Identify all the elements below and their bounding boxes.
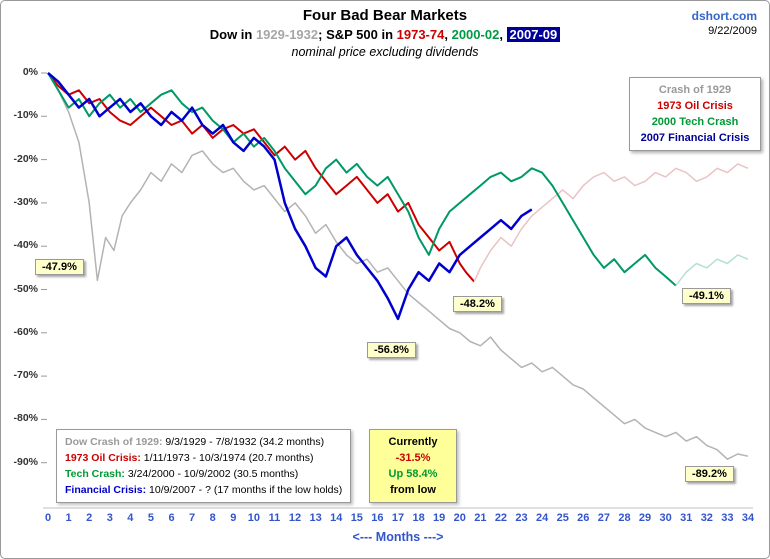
subtitle-segment: ,	[499, 27, 507, 42]
x-axis-label: <--- Months --->	[352, 530, 444, 544]
chart-tagline: nominal price excluding dividends	[291, 45, 479, 59]
info-line: Tech Crash: 3/24/2000 - 10/9/2002 (30.5 …	[65, 466, 342, 482]
info-line-label: Tech Crash:	[65, 468, 125, 480]
info-line: 1973 Oil Crisis: 1/11/1973 - 10/3/1974 (…	[65, 450, 342, 466]
site-link[interactable]: dshort.com	[691, 9, 757, 23]
info-line: Financial Crisis: 10/9/2007 - ? (17 mont…	[65, 482, 342, 498]
subtitle-segment: ,	[444, 27, 452, 42]
legend-item: 1973 Oil Crisis	[657, 100, 733, 112]
series-tech-2000-after-low	[675, 254, 749, 287]
info-box: Dow Crash of 1929: 9/3/1929 - 7/8/1932 (…	[56, 429, 352, 503]
currently-line: Currently	[388, 436, 438, 448]
chart-header: Four Bad Bear Markets Dow in 1929-1932; …	[1, 7, 769, 59]
series-oil-1973-after-low	[473, 163, 749, 283]
info-line: Dow Crash of 1929: 9/3/1929 - 7/8/1932 (…	[65, 434, 342, 450]
legend: Crash of 1929 1973 Oil Crisis 2000 Tech Cr…	[629, 77, 761, 151]
info-line-detail: 1/11/1973 - 10/3/1974 (20.7 months)	[140, 452, 314, 464]
subtitle-segment: ; S&P 500 in	[318, 27, 397, 42]
series-oil-1973	[47, 72, 475, 283]
info-line-detail: 9/3/1929 - 7/8/1932 (34.2 months)	[162, 436, 325, 448]
info-line-label: Dow Crash of 1929:	[65, 436, 163, 448]
currently-line: from low	[390, 484, 436, 496]
info-line-detail: 10/9/2007 - ? (17 months if the low hold…	[146, 484, 343, 496]
currently-box: Currently -31.5% Up 58.4% from low	[369, 429, 457, 503]
series-crash-1929	[47, 72, 749, 460]
subtitle-segment: 1973-74	[396, 27, 445, 42]
legend-item: Crash of 1929	[658, 84, 732, 96]
subtitle-segment: Dow in	[209, 27, 256, 42]
info-line-detail: 3/24/2000 - 10/9/2002 (30.5 months)	[124, 468, 299, 480]
currently-line: -31.5%	[395, 452, 431, 464]
chart-date: 9/22/2009	[708, 25, 757, 37]
series-financial-2007	[47, 72, 533, 321]
series-tech-2000	[47, 72, 677, 287]
chart-title: Four Bad Bear Markets	[302, 7, 468, 24]
chart-subtitle: Dow in 1929-1932; S&P 500 in 1973-74, 20…	[1, 27, 769, 42]
legend-item: 2007 Financial Crisis	[640, 132, 750, 144]
subtitle-segment: 1929-1932	[255, 27, 319, 42]
subtitle-segment: 2007-09	[506, 27, 561, 42]
info-line-label: 1973 Oil Crisis:	[65, 452, 141, 464]
currently-line: Up 58.4%	[388, 468, 438, 480]
site-block: dshort.com 9/22/2009	[692, 9, 757, 37]
info-line-label: Financial Crisis:	[65, 484, 147, 496]
legend-item: 2000 Tech Crash	[651, 116, 739, 128]
subtitle-segment: 2000-02	[451, 27, 500, 42]
